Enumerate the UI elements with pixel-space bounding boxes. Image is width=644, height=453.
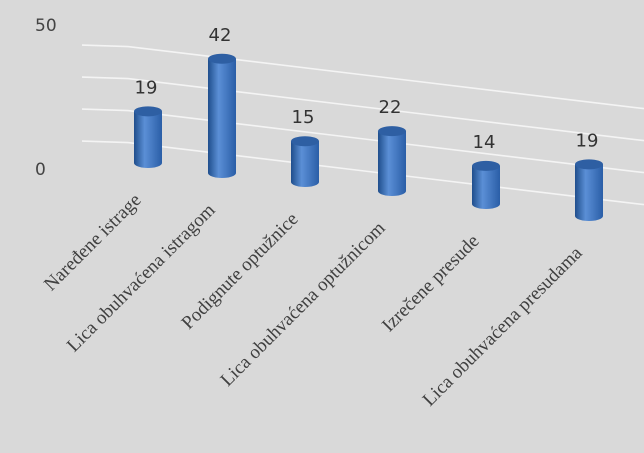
bar [575,159,603,221]
bars [134,53,603,221]
gridline-2 [81,76,644,142]
y-tick-label: 0 [35,160,46,180]
bar [208,53,236,179]
bar-top [378,126,406,137]
gridline-3 [81,44,644,110]
gridline-1 [81,108,644,174]
gridline-0 [81,140,644,206]
y-tick-label: 50 [35,16,57,36]
data-label: 19 [135,77,158,98]
category-label: Lica obuhvaćena optužnicom [217,218,390,391]
bar-top [208,53,236,64]
bar-top [134,106,162,117]
data-label: 22 [379,97,402,118]
bar-top [291,136,319,147]
data-label: 19 [576,130,599,151]
category-label: Lica obuhvaćena istragom [63,200,220,357]
bar [472,160,500,209]
y-axis-ticks: 0 50 [35,16,57,180]
bar [378,126,406,196]
data-label: 14 [473,132,496,153]
bar-body [291,141,319,187]
bar [291,136,319,187]
bar-body [134,111,162,168]
bar-body [378,131,406,196]
bar-top [575,159,603,170]
bar-body [575,164,603,221]
data-label: 15 [292,107,315,128]
bar-body [208,58,236,179]
data-labels: 19 42 15 22 14 19 [135,25,599,153]
bar-top [472,160,500,171]
data-label: 42 [209,25,232,46]
category-label: Izrečene presude [378,231,483,336]
bar [134,106,162,168]
gridlines [81,44,644,206]
bar-body [472,165,500,209]
